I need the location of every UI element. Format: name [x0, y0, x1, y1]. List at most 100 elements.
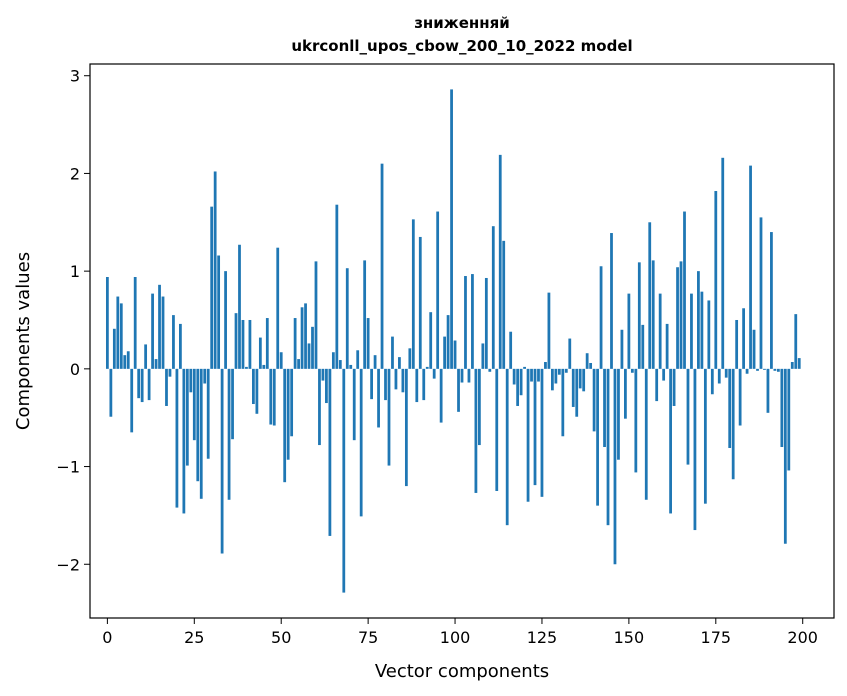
bar-173	[707, 300, 711, 369]
bar-55	[297, 359, 300, 369]
bar-60	[314, 261, 318, 369]
bar-89	[415, 368, 419, 403]
bar-25	[192, 368, 196, 441]
bar-137	[582, 368, 586, 392]
bar-8	[133, 277, 137, 369]
bar-162	[669, 368, 672, 514]
bar-97	[443, 336, 447, 369]
bar-56	[300, 307, 304, 369]
x-tick-label: 150	[614, 628, 645, 647]
y-tick-label: 0	[70, 360, 80, 379]
bar-197	[790, 362, 794, 369]
bar-149	[624, 368, 627, 419]
bar-47	[269, 368, 273, 425]
bar-198	[794, 314, 798, 369]
bar-86	[404, 368, 408, 487]
bar-133	[568, 338, 572, 369]
bar-87	[408, 348, 412, 369]
bar-193	[776, 368, 780, 372]
bar-165	[679, 261, 683, 369]
bar-52	[286, 368, 290, 460]
bar-100	[453, 340, 457, 369]
bar-143	[603, 368, 606, 448]
plot-frame	[89, 63, 835, 619]
y-axis-label: Components values	[13, 252, 34, 430]
bar-31	[213, 171, 217, 369]
bar-150	[627, 293, 631, 369]
bar-54	[293, 318, 297, 369]
bar-188	[759, 217, 763, 369]
bar-43	[255, 368, 259, 414]
bar-136	[578, 368, 582, 389]
bar-166	[683, 211, 686, 369]
x-tick-label: 100	[440, 628, 471, 647]
bar-5	[123, 355, 127, 369]
bar-126	[544, 362, 547, 369]
bar-117	[512, 368, 516, 385]
bar-19	[172, 315, 175, 369]
bar-40	[245, 366, 248, 369]
bar-91	[422, 368, 426, 401]
bar-10	[140, 368, 144, 403]
y-tick-label: 3	[70, 67, 80, 86]
bar-121	[526, 368, 530, 502]
bar-128	[551, 368, 554, 391]
bar-6	[126, 351, 130, 369]
bar-26	[196, 368, 200, 482]
bar-140	[592, 368, 596, 432]
bar-71	[352, 368, 356, 441]
bar-50	[279, 352, 283, 369]
bar-83	[394, 368, 398, 390]
bar-144	[606, 368, 610, 526]
y-tick-label: −1	[56, 458, 80, 477]
bar-37	[234, 313, 238, 369]
bar-118	[516, 368, 520, 406]
bar-74	[363, 260, 367, 369]
bar-78	[377, 368, 380, 428]
bar-93	[429, 312, 433, 369]
bar-34	[224, 271, 227, 369]
bar-15	[158, 284, 161, 369]
bar-139	[589, 362, 593, 369]
bar-185	[749, 165, 752, 369]
bar-199	[797, 358, 801, 369]
bar-33	[220, 368, 224, 554]
bar-178	[724, 368, 728, 378]
bars-group	[105, 89, 801, 593]
bar-195	[783, 368, 787, 544]
bar-129	[554, 368, 558, 384]
bar-174	[710, 368, 714, 395]
bar-1	[109, 368, 113, 417]
bar-63	[325, 368, 328, 404]
bar-38	[238, 244, 241, 369]
bar-32	[217, 255, 221, 369]
bar-192	[773, 368, 777, 371]
bar-72	[356, 350, 360, 369]
bar-82	[391, 336, 394, 369]
bar-169	[693, 368, 697, 531]
bar-124	[537, 368, 540, 382]
x-tick-label: 175	[701, 628, 732, 647]
bar-77	[373, 355, 377, 369]
bar-138	[585, 353, 589, 369]
bar-18	[168, 368, 172, 377]
bar-7	[130, 368, 134, 433]
bar-66	[335, 204, 339, 369]
bar-153	[637, 262, 641, 369]
bar-181	[735, 319, 739, 369]
bar-67	[338, 360, 342, 369]
bar-69	[345, 268, 349, 369]
bar-116	[509, 331, 513, 369]
bar-182	[738, 368, 742, 426]
bar-146	[613, 368, 617, 565]
bar-98	[446, 315, 450, 369]
bar-22	[182, 368, 186, 514]
bar-90	[418, 236, 422, 369]
bar-70	[349, 364, 353, 369]
bar-135	[575, 368, 579, 417]
bar-62	[321, 368, 325, 381]
bar-186	[752, 329, 756, 369]
bar-164	[676, 267, 679, 369]
bar-44	[258, 337, 262, 369]
